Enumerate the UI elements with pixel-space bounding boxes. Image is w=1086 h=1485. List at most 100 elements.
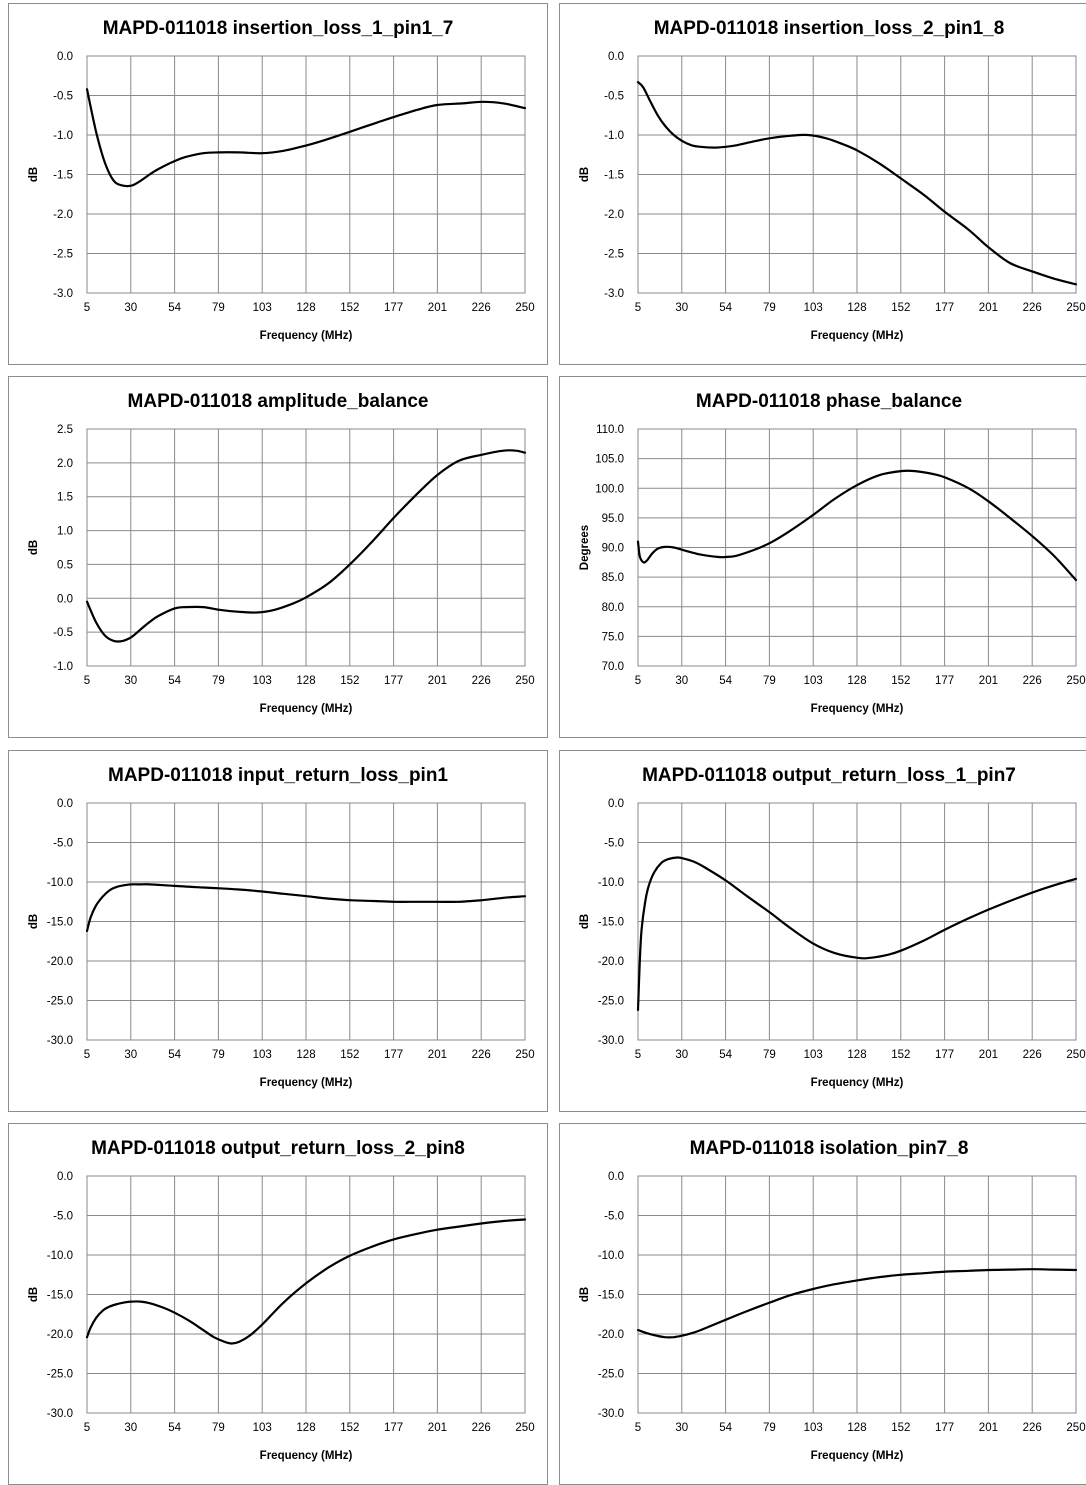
chart-title: MAPD-011018 amplitude_balance	[128, 391, 429, 412]
chart-svg: MAPD-011018 insertion_loss_1_pin1_7 0.0 -0…	[28, 18, 535, 342]
x-axis-label: Frequency (MHz)	[260, 1450, 353, 1462]
x-tick-label: 128	[847, 1422, 866, 1434]
y-axis-label: Degrees	[579, 525, 591, 570]
x-tick-label: 30	[124, 302, 137, 314]
y-tick-label: 0.0	[57, 798, 73, 810]
y-tick-label: -25.0	[47, 1369, 73, 1381]
x-tick-label: 152	[340, 675, 359, 687]
y-tick-label: -25.0	[47, 996, 73, 1008]
x-tick-label: 177	[384, 1422, 403, 1434]
y-tick-label: 0.0	[57, 1171, 73, 1183]
y-tick-label: -25.0	[598, 996, 624, 1008]
y-tick-label: -30.0	[47, 1035, 73, 1047]
x-tick-label: 250	[1066, 1049, 1085, 1061]
x-tick-label: 177	[935, 1422, 954, 1434]
y-tick-label: -30.0	[47, 1408, 73, 1420]
x-tick-label: 128	[847, 1049, 866, 1061]
y-axis-label: dB	[28, 1287, 40, 1302]
x-tick-label: 103	[804, 1049, 823, 1061]
chart-title: MAPD-011018 insertion_loss_2_pin1_8	[654, 18, 1005, 39]
chart-title: MAPD-011018 phase_balance	[696, 391, 962, 412]
y-tick-label: -20.0	[47, 956, 73, 968]
y-tick-label: -0.5	[53, 627, 73, 639]
y-tick-label: -25.0	[598, 1369, 624, 1381]
x-tick-label: 5	[635, 1422, 641, 1434]
chart-panel: MAPD-011018 insertion_loss_1_pin1_7 0.0 -0…	[8, 3, 548, 365]
plot-area	[637, 1175, 1077, 1414]
x-tick-label: 201	[979, 1422, 998, 1434]
y-axis-label: dB	[28, 167, 40, 182]
x-tick-label: 103	[253, 302, 272, 314]
x-tick-label: 128	[296, 1422, 315, 1434]
x-tick-label: 103	[253, 1422, 272, 1434]
x-tick-label: 54	[719, 302, 732, 314]
x-tick-label: 201	[428, 1422, 447, 1434]
x-axis-label: Frequency (MHz)	[260, 703, 353, 715]
x-tick-label: 103	[804, 675, 823, 687]
y-tick-label: 0.0	[608, 51, 624, 63]
x-tick-label: 177	[384, 302, 403, 314]
y-tick-label: -15.0	[598, 1290, 624, 1302]
x-tick-label: 177	[384, 1049, 403, 1061]
y-tick-label: -3.0	[604, 288, 624, 300]
y-axis-label: dB	[28, 540, 40, 555]
y-tick-label: 105.0	[595, 454, 624, 466]
y-tick-label: 1.0	[57, 526, 73, 538]
y-tick-label: -10.0	[598, 877, 624, 889]
series-line	[636, 469, 1078, 582]
y-tick-label: -30.0	[598, 1035, 624, 1047]
y-tick-label: -15.0	[47, 917, 73, 929]
y-tick-label: -1.0	[53, 130, 73, 142]
x-axis-label: Frequency (MHz)	[811, 1077, 904, 1089]
y-tick-label: 2.5	[57, 424, 73, 436]
chart-svg: MAPD-011018 amplitude_balance 2.5 2.0 1.5 1.…	[28, 391, 535, 715]
chart-title: MAPD-011018 isolation_pin7_8	[690, 1138, 969, 1159]
x-tick-label: 30	[124, 675, 137, 687]
series-line	[85, 1218, 527, 1345]
x-tick-label: 30	[124, 1049, 137, 1061]
x-tick-label: 128	[296, 302, 315, 314]
x-tick-label: 30	[675, 302, 688, 314]
x-tick-label: 79	[212, 1422, 225, 1434]
x-tick-label: 226	[1023, 1049, 1042, 1061]
x-tick-label: 5	[635, 1049, 641, 1061]
y-tick-label: -0.5	[604, 91, 624, 103]
y-tick-label: -1.5	[604, 170, 624, 182]
y-tick-label: -20.0	[598, 956, 624, 968]
chart-svg: MAPD-011018 output_return_loss_1_pin7 0.0…	[579, 765, 1086, 1089]
x-tick-label: 201	[428, 675, 447, 687]
x-tick-label: 152	[891, 675, 910, 687]
y-tick-label: -3.0	[53, 288, 73, 300]
chart-svg: MAPD-011018 isolation_pin7_8 0.0 -5.0 -10.0…	[579, 1138, 1086, 1462]
y-tick-label: -10.0	[598, 1250, 624, 1262]
y-tick-label: -20.0	[598, 1329, 624, 1341]
x-tick-label: 201	[428, 302, 447, 314]
y-tick-label: -2.0	[604, 209, 624, 221]
x-tick-label: 128	[296, 1049, 315, 1061]
y-tick-label: -0.5	[53, 91, 73, 103]
chart-panel: MAPD-011018 amplitude_balance 2.5 2.0 1.5 1.…	[8, 376, 548, 738]
y-tick-label: -5.0	[604, 1211, 624, 1223]
plot-area	[86, 802, 526, 1041]
y-tick-label: -1.5	[53, 170, 73, 182]
x-tick-label: 152	[340, 302, 359, 314]
y-tick-label: -5.0	[53, 838, 73, 850]
x-axis-label: Frequency (MHz)	[811, 703, 904, 715]
x-tick-label: 79	[763, 675, 776, 687]
chart-title: MAPD-011018 output_return_loss_1_pin7	[642, 765, 1016, 786]
x-tick-label: 250	[515, 1422, 534, 1434]
chart-panel: MAPD-011018 phase_balance 110.0 105.0 100.0…	[559, 376, 1086, 738]
x-tick-label: 128	[847, 675, 866, 687]
y-tick-label: 0.0	[57, 51, 73, 63]
x-tick-label: 152	[891, 302, 910, 314]
x-tick-label: 201	[428, 1049, 447, 1061]
x-tick-label: 103	[804, 1422, 823, 1434]
x-tick-label: 152	[891, 1422, 910, 1434]
x-tick-label: 103	[804, 302, 823, 314]
y-tick-label: 75.0	[602, 631, 624, 643]
x-tick-label: 54	[168, 1049, 181, 1061]
x-tick-label: 54	[719, 1049, 732, 1061]
chart-svg: MAPD-011018 input_return_loss_pin1 0.0 -5.…	[28, 765, 535, 1089]
y-axis-label: dB	[579, 167, 591, 182]
x-tick-label: 152	[891, 1049, 910, 1061]
